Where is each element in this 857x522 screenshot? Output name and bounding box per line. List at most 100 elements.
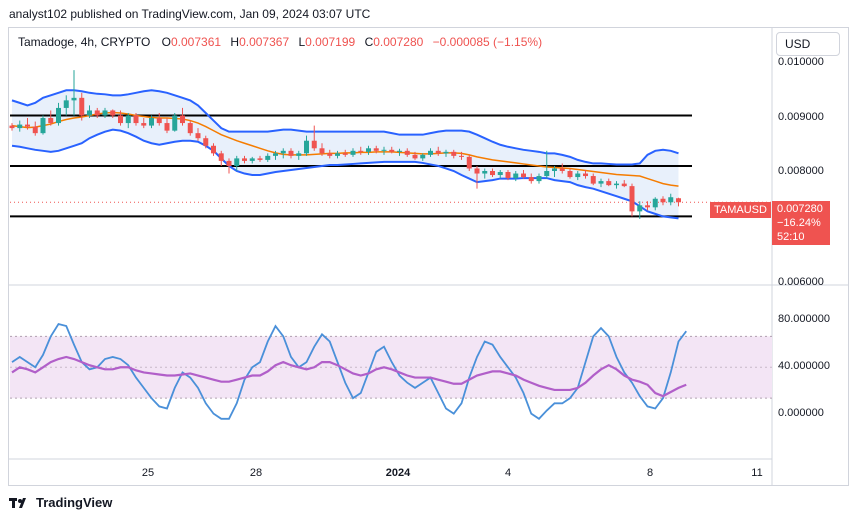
candle-body [412,154,418,159]
time-axis-label: 11 [751,467,762,479]
candle-body [435,150,441,154]
time-axis-label: 28 [250,467,262,479]
candle-body [443,151,449,154]
candle-body [459,155,464,157]
candle-body [265,155,271,160]
candle-body [358,150,364,152]
chart-frame[interactable] [8,27,849,486]
candle-body [94,110,100,116]
candle-body [606,181,612,186]
candle-body [280,150,286,154]
candle-body [598,181,604,184]
candle-body [327,153,333,156]
candle-body [590,176,596,184]
symbol-tag: TAMAUSD [710,202,771,218]
candle-body [304,140,309,154]
candle-body [676,198,681,203]
candle-body [118,115,123,124]
price-axis-label: 0.010000 [778,56,824,68]
candle-body [32,126,38,134]
candle-body [211,145,216,154]
candle-body [249,158,255,161]
candle-body [110,110,116,116]
candle-body [474,168,480,174]
price-axis-label: 0.008000 [778,165,824,177]
candle-body [645,205,650,208]
candle-body [652,198,658,208]
candle-body [311,140,317,149]
candle-body [621,183,627,187]
price-tag: 0.007280 −16.24% 52:10 [772,201,830,245]
candle-body [420,154,426,159]
candle-body [149,118,154,126]
legend-close: 0.007280 [373,35,424,49]
candle-body [521,173,526,178]
candle-body [203,138,209,146]
candle-body [296,153,302,156]
legend-open: 0.007361 [170,35,222,49]
currency-button[interactable]: USD [776,32,840,56]
candle-body [335,153,340,156]
candle-body [466,156,472,169]
candle-body [187,123,193,134]
candle-body [552,168,557,171]
ohlc-legend: Tamadoge, 4h, CRYPTO O0.007361 H0.007367… [18,35,548,49]
publish-line: analyst102 published on TradingView.com,… [9,7,371,21]
stoch-d-line [11,355,687,398]
candle-body [490,171,495,176]
candle-body [428,150,433,155]
candle-body [242,158,247,161]
candle-body [87,110,92,116]
candle-body [637,205,643,212]
candle-body [544,171,550,177]
price-tag-countdown: 52:10 [777,231,805,243]
candle-body [133,115,139,124]
price-axis-label: 0.006000 [778,276,824,288]
legend-high: 0.007367 [239,35,290,49]
candle-body [71,97,77,101]
legend-low: 0.007199 [305,35,356,49]
candle-body [567,171,573,178]
candle-body [79,97,85,116]
candle-body [350,150,356,155]
legend-change: −0.000085 (−1.15%) [432,35,543,49]
candle-body [156,118,162,124]
candle-body [180,115,185,124]
tradingview-logo-icon [9,497,26,508]
candle-body [234,158,240,166]
candle-body [56,107,61,124]
candle-body [40,118,46,134]
candle-body [48,118,54,124]
candle-body [226,160,232,166]
candle-body [172,115,178,131]
stoch-axis-label: 80.000000 [778,313,830,325]
candle-body [342,153,348,155]
time-axis-label: 4 [505,467,511,479]
stoch-k-line [11,322,687,420]
footer-brand: TradingView [36,495,113,510]
bollinger-upper-line [11,89,679,166]
top-bar: analyst102 published on TradingView.com,… [0,0,857,28]
candle-body [373,148,379,151]
candle-body [389,149,395,152]
candle-body [102,110,108,116]
candle-body [482,171,488,174]
time-axis-label: 25 [142,467,154,479]
candle-body [366,148,371,152]
legend-symbol: Tamadoge, 4h, CRYPTO [18,35,151,49]
candle-body [528,177,534,182]
candle-body [164,123,170,131]
footer[interactable]: TradingView [9,495,112,510]
time-axis-label: 2024 [386,467,411,479]
candle-body [63,100,69,108]
candle-body [668,197,674,203]
candle-body [629,186,635,212]
candle-body [536,176,542,182]
candle-body [141,123,147,126]
candle-body [451,151,457,156]
candle-body [397,150,402,152]
stoch-axis-label: 40.000000 [778,360,830,372]
price-tag-price: 0.007280 [777,203,823,215]
candle-body [381,149,387,151]
